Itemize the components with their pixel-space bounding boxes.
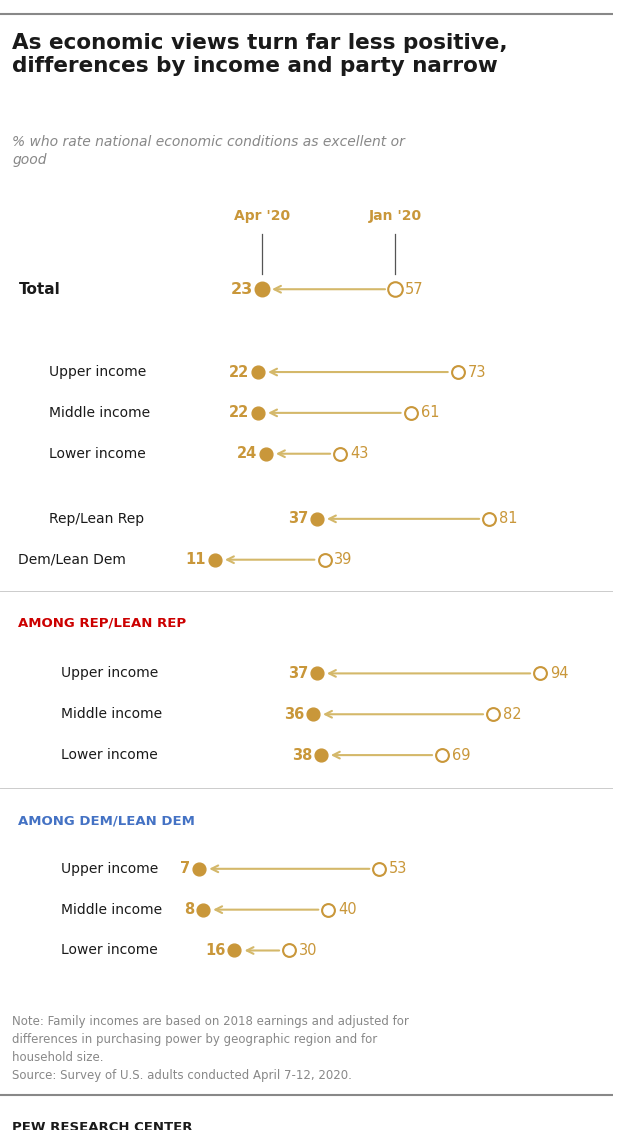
- Text: Dem/Lean Dem: Dem/Lean Dem: [18, 553, 126, 567]
- Point: [261, 445, 271, 463]
- Text: 8: 8: [184, 902, 195, 918]
- Text: Middle income: Middle income: [49, 406, 150, 420]
- Text: 16: 16: [205, 944, 226, 958]
- Point: [390, 280, 400, 298]
- Point: [484, 510, 495, 528]
- Point: [488, 705, 498, 723]
- Text: 7: 7: [180, 861, 190, 876]
- Point: [312, 664, 322, 683]
- Text: 61: 61: [421, 406, 439, 420]
- Text: 73: 73: [467, 365, 486, 380]
- Text: 23: 23: [231, 281, 253, 297]
- Point: [229, 941, 239, 959]
- Text: Middle income: Middle income: [61, 903, 163, 916]
- Point: [319, 550, 329, 568]
- Point: [194, 860, 204, 878]
- Text: 57: 57: [405, 281, 423, 297]
- Text: Total: Total: [18, 281, 60, 297]
- Text: AMONG REP/LEAN REP: AMONG REP/LEAN REP: [18, 616, 186, 629]
- Text: 40: 40: [338, 902, 357, 918]
- Text: Upper income: Upper income: [61, 667, 159, 680]
- Text: 53: 53: [389, 861, 408, 876]
- Text: As economic views turn far less positive,
differences by income and party narrow: As economic views turn far less positive…: [12, 33, 508, 77]
- Point: [437, 746, 447, 764]
- Point: [253, 403, 263, 421]
- Text: 43: 43: [350, 446, 369, 461]
- Text: 94: 94: [550, 666, 569, 681]
- Text: Middle income: Middle income: [61, 707, 163, 721]
- Text: Rep/Lean Rep: Rep/Lean Rep: [49, 512, 144, 525]
- Text: 82: 82: [503, 706, 522, 722]
- Text: Lower income: Lower income: [61, 748, 158, 762]
- Text: 39: 39: [335, 553, 353, 567]
- Point: [374, 860, 384, 878]
- Text: 37: 37: [288, 666, 308, 681]
- Text: 30: 30: [299, 944, 318, 958]
- Text: 24: 24: [237, 446, 257, 461]
- Text: AMONG DEM/LEAN DEM: AMONG DEM/LEAN DEM: [18, 815, 195, 828]
- Text: Upper income: Upper income: [61, 862, 159, 876]
- Text: Lower income: Lower income: [49, 446, 146, 461]
- Point: [406, 403, 416, 421]
- Point: [257, 280, 267, 298]
- Point: [316, 746, 326, 764]
- Point: [323, 901, 333, 919]
- Text: % who rate national economic conditions as excellent or
good: % who rate national economic conditions …: [12, 134, 405, 167]
- Point: [536, 664, 546, 683]
- Text: 22: 22: [229, 406, 249, 420]
- Text: 38: 38: [292, 748, 312, 763]
- Point: [198, 901, 208, 919]
- Text: 22: 22: [229, 365, 249, 380]
- Text: 37: 37: [288, 512, 308, 527]
- Text: Lower income: Lower income: [61, 944, 158, 957]
- Text: PEW RESEARCH CENTER: PEW RESEARCH CENTER: [12, 1121, 193, 1130]
- Point: [210, 550, 220, 568]
- Point: [308, 705, 318, 723]
- Text: Jan '20: Jan '20: [369, 209, 421, 223]
- Point: [284, 941, 294, 959]
- Point: [312, 510, 322, 528]
- Text: Apr '20: Apr '20: [234, 209, 290, 223]
- Point: [253, 363, 263, 381]
- Text: 81: 81: [499, 512, 518, 527]
- Text: 69: 69: [452, 748, 471, 763]
- Point: [453, 363, 463, 381]
- Text: Upper income: Upper income: [49, 365, 146, 379]
- Point: [335, 445, 345, 463]
- Text: 11: 11: [186, 553, 206, 567]
- Text: Note: Family incomes are based on 2018 earnings and adjusted for
differences in : Note: Family incomes are based on 2018 e…: [12, 1015, 409, 1081]
- Text: 36: 36: [284, 706, 304, 722]
